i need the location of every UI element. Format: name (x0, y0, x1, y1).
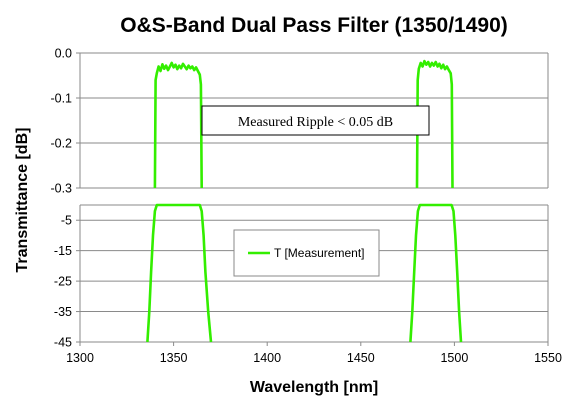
annotation-text: Measured Ripple < 0.05 dB (238, 115, 393, 130)
x-tick-label: 1400 (253, 351, 281, 365)
y-tick-label: -15 (54, 244, 72, 258)
legend-label: T [Measurement] (274, 246, 364, 260)
y-tick-label: 0.0 (55, 47, 72, 61)
x-tick-label: 1450 (347, 351, 375, 365)
annotation-box (201, 105, 430, 136)
plot-panels: 0.0 -0.1 -0.2 -0.3 Measured Ripple < 0.05 dB… (50, 47, 561, 366)
y-tick-label: -5 (61, 214, 72, 228)
x-tick-label: 1300 (66, 351, 94, 365)
y-tick-label: -0.2 (50, 137, 72, 151)
series-line-1 (146, 203, 213, 343)
x-tick-label: 1350 (160, 351, 188, 365)
series-line-2 (415, 59, 454, 189)
full-panel: -5 -15 -25 -35 -45 T [Measurement] (54, 203, 549, 350)
x-axis-label: Wavelength [nm] (250, 379, 378, 396)
y-tick-label: -35 (54, 305, 72, 319)
y-tick-label: -45 (54, 336, 72, 350)
y-axis-label: Transmittance [dB] (14, 128, 31, 273)
chart-title: O&S-Band Dual Pass Filter (1350/1490) (120, 14, 508, 37)
x-tick-label: 1550 (534, 351, 562, 365)
x-tick-label: 1500 (440, 351, 468, 365)
ripple-panel: 0.0 -0.1 -0.2 -0.3 Measured Ripple < 0.05 dB (50, 47, 549, 196)
y-tick-label: -0.3 (50, 182, 72, 196)
y-tick-label: -25 (54, 275, 72, 289)
series-line-2 (409, 203, 463, 343)
y-tick-label: -0.1 (50, 92, 72, 106)
series-line-1 (153, 61, 203, 189)
